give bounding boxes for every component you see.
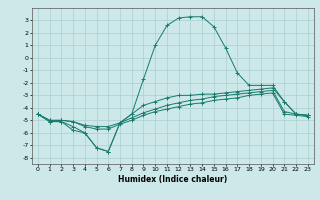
X-axis label: Humidex (Indice chaleur): Humidex (Indice chaleur) (118, 175, 228, 184)
